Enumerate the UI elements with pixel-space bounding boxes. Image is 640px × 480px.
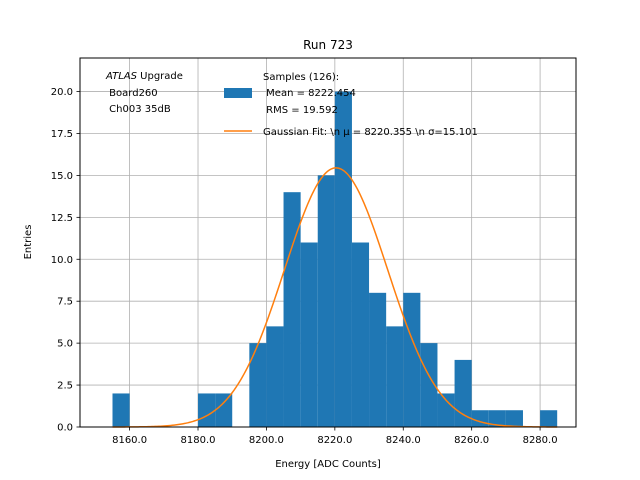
x-tick-label: 8180.0 [181, 435, 216, 446]
histogram-bar [112, 393, 130, 427]
y-tick-label: 2.5 [57, 381, 73, 392]
gaussian-fit-curve [112, 167, 558, 428]
annotation-atlas: ATLAS [105, 71, 138, 82]
histogram-bar [505, 410, 523, 427]
x-axis-ticks: 8160.0 8180.0 8200.0 8220.0 8240.0 8260.0 8280… [112, 427, 558, 446]
y-tick-label: 5.0 [57, 339, 73, 350]
y-axis-label: Entries [23, 225, 34, 260]
histogram-bar [403, 292, 421, 427]
y-axis-ticks: 0.0 2.5 5.0 7.5 10.0 12.5 15.0 17.5 20.0 [51, 87, 80, 434]
y-tick-label: 20.0 [51, 87, 73, 98]
x-tick-label: 8280.0 [523, 435, 558, 446]
annotation-line-1: ATLAS Upgrade [105, 71, 183, 82]
x-tick-label: 8220.0 [317, 435, 352, 446]
histogram-bar [283, 192, 301, 427]
histogram-bar [454, 359, 472, 427]
histogram-bar [369, 292, 387, 427]
x-axis-label: Energy [ADC Counts] [275, 459, 381, 470]
y-tick-label: 15.0 [51, 171, 73, 182]
legend-samples-line-2: Mean = 8222.454 [263, 88, 356, 99]
histogram-bar [540, 410, 558, 427]
x-tick-label: 8240.0 [386, 435, 421, 446]
x-tick-label: 8260.0 [454, 435, 489, 446]
y-tick-label: 0.0 [57, 423, 73, 434]
annotation-line-2: Board260 [106, 88, 158, 99]
histogram-bar [471, 410, 489, 427]
y-tick-label: 12.5 [51, 213, 73, 224]
annotation-line-3: Ch003 35dB [106, 104, 171, 115]
histogram-bar [420, 343, 438, 427]
legend-samples-line-3: RMS = 19.592 [263, 105, 338, 116]
histogram-bar [488, 410, 506, 427]
annotation-upgrade: Upgrade [137, 71, 183, 82]
histogram-bar [317, 175, 335, 427]
histogram-bar [300, 242, 318, 427]
y-tick-label: 7.5 [57, 297, 73, 308]
histogram-bars [112, 91, 558, 427]
x-tick-label: 8200.0 [249, 435, 284, 446]
histogram-bar [437, 393, 455, 427]
gaussian-fit [112, 167, 558, 428]
plot-frame [79, 57, 577, 428]
legend-fit-label: Gaussian Fit: \n μ = 8220.355 \n σ=15.10… [263, 127, 478, 138]
histogram-bar [266, 326, 284, 427]
legend: Samples (126): Mean = 8222.454 RMS = 19.… [224, 72, 478, 138]
x-tick-label: 8160.0 [112, 435, 147, 446]
chart-title: Run 723 [303, 38, 353, 52]
legend-samples-line-1: Samples (126): [263, 72, 339, 83]
atlas-annotation: ATLAS Upgrade Board260 Ch003 35dB [105, 71, 183, 115]
histogram-bar [386, 326, 404, 427]
histogram-bar [215, 393, 233, 427]
y-tick-label: 10.0 [51, 255, 73, 266]
histogram-bar [351, 242, 370, 427]
histogram-bar [249, 343, 267, 427]
legend-patch-samples [224, 88, 252, 98]
histogram-bar [334, 91, 352, 427]
histogram-bar [198, 393, 216, 427]
y-tick-label: 17.5 [51, 129, 73, 140]
